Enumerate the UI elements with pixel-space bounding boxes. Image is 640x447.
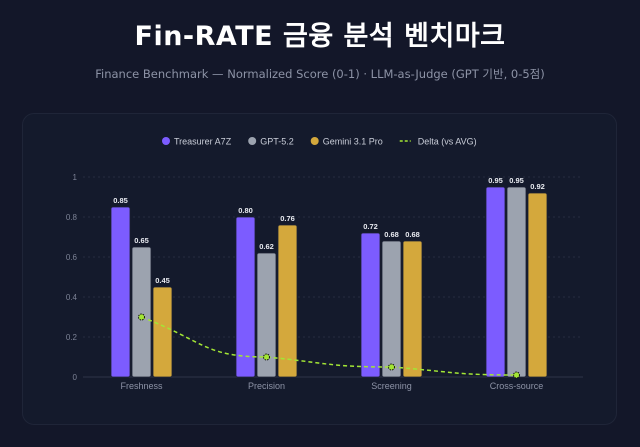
delta-point xyxy=(388,363,395,371)
legend-swatch xyxy=(248,137,257,145)
y-tick-label: 0 xyxy=(73,373,78,382)
bar xyxy=(381,240,402,378)
x-tick-label: Precision xyxy=(248,381,285,391)
bar xyxy=(402,240,423,378)
legend-label: GPT-5.2 xyxy=(260,137,294,147)
bar xyxy=(485,186,506,378)
bar xyxy=(110,206,131,378)
bar xyxy=(360,232,381,378)
data-label: 0.68 xyxy=(384,230,399,239)
page-subtitle: Finance Benchmark — Normalized Score (0-… xyxy=(95,67,545,81)
bar xyxy=(131,246,152,378)
legend-label: Treasurer A7Z xyxy=(174,137,232,147)
legend-label: Delta (vs AVG) xyxy=(418,137,477,147)
bar xyxy=(152,286,173,378)
legend-swatch xyxy=(310,137,319,145)
data-label: 0.85 xyxy=(113,196,128,205)
delta-point xyxy=(263,353,270,361)
data-label: 0.65 xyxy=(134,236,149,245)
delta-line xyxy=(141,316,517,376)
bar xyxy=(527,192,548,378)
data-label: 0.68 xyxy=(405,230,420,239)
data-label: 0.76 xyxy=(280,214,295,223)
bar xyxy=(277,224,298,378)
y-tick-label: 0.6 xyxy=(66,253,78,262)
y-tick-label: 0.4 xyxy=(66,293,78,302)
data-label: 0.95 xyxy=(488,176,503,185)
data-label: 0.45 xyxy=(155,276,170,285)
data-label: 0.72 xyxy=(363,222,378,231)
x-tick-label: Freshness xyxy=(120,381,163,391)
bar xyxy=(235,216,256,378)
x-tick-label: Screening xyxy=(371,381,412,391)
bar xyxy=(256,252,277,378)
y-tick-label: 0.8 xyxy=(66,213,78,222)
data-label: 0.95 xyxy=(509,176,524,185)
delta-point xyxy=(138,313,145,321)
x-tick-label: Cross-source xyxy=(490,381,544,391)
data-label: 0.62 xyxy=(259,242,274,251)
data-label: 0.80 xyxy=(238,206,253,215)
data-label: 0.92 xyxy=(530,182,545,191)
bar xyxy=(506,186,527,378)
page-title: Fin-RATE 금융 분석 벤치마크 xyxy=(134,21,506,52)
legend-label: Gemini 3.1 Pro xyxy=(323,137,383,147)
delta-point xyxy=(513,371,520,379)
legend-swatch xyxy=(162,137,170,145)
y-tick-label: 0.2 xyxy=(66,333,78,342)
y-tick-label: 1 xyxy=(73,173,78,182)
